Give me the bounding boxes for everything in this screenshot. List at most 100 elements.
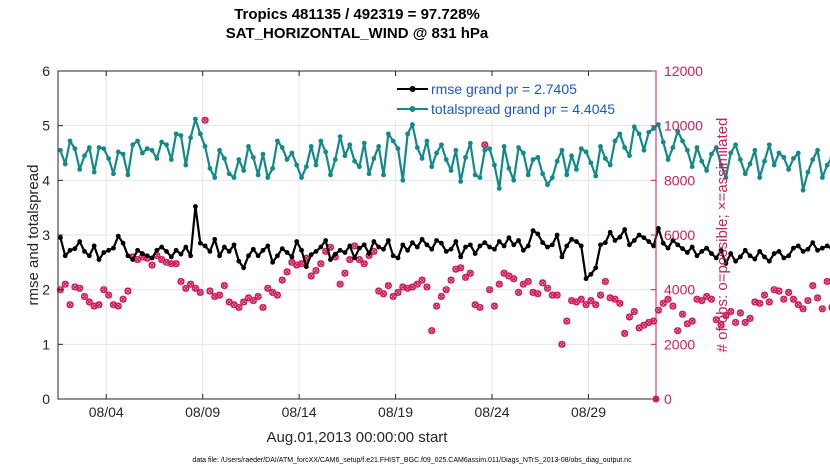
- y-tick-label: 1: [42, 336, 50, 352]
- rmse-point: [260, 247, 266, 253]
- totalspread-point: [453, 147, 459, 153]
- y-tick-label: 0: [42, 391, 50, 407]
- rmse-point: [265, 243, 271, 249]
- totalspread-point: [303, 164, 309, 170]
- obs-assimilated-marker: [235, 304, 242, 311]
- rmse-point: [501, 243, 507, 249]
- totalspread-point: [86, 145, 92, 150]
- totalspread-point: [800, 187, 806, 193]
- totalspread-point: [520, 150, 526, 156]
- totalspread-point: [241, 168, 247, 173]
- obs-assimilated-marker: [312, 267, 320, 274]
- obs-possible-marker: [148, 261, 156, 269]
- totalspread-point: [496, 186, 502, 191]
- obs-possible-marker: [317, 260, 325, 268]
- obs-possible-marker: [486, 286, 494, 294]
- obs-assimilated-marker: [621, 330, 628, 337]
- totalspread-point: [617, 131, 623, 137]
- x-tick-label: 08/24: [475, 404, 510, 420]
- rmse-point: [149, 255, 155, 261]
- obs-assimilated-marker: [804, 297, 812, 304]
- rmse-point: [173, 247, 179, 253]
- totalspread-point: [602, 156, 608, 161]
- totalspread-point: [111, 171, 116, 177]
- rmse-point: [226, 249, 232, 254]
- rmse-point: [337, 247, 343, 253]
- totalspread-point: [713, 145, 719, 150]
- obs-assimilated-marker: [346, 256, 353, 263]
- totalspread-point: [202, 144, 208, 149]
- totalspread-point: [395, 146, 401, 152]
- rmse-point: [723, 261, 729, 266]
- obs-assimilated-marker: [554, 292, 561, 299]
- rmse-point: [578, 243, 584, 249]
- rmse-point: [221, 244, 227, 250]
- totalspread-point: [159, 139, 165, 145]
- rmse-point: [130, 257, 136, 262]
- totalspread-point: [173, 131, 179, 137]
- rmse-point: [299, 247, 304, 253]
- obs-assimilated-marker: [611, 296, 619, 303]
- totalspread-point: [308, 144, 314, 149]
- obs-assimilated-marker: [766, 298, 773, 306]
- obs-assimilated-marker: [718, 322, 725, 329]
- totalspread-point: [487, 146, 493, 152]
- y-right-tick-label: 12000: [664, 63, 703, 79]
- rmse-point: [709, 251, 714, 256]
- totalspread-point: [443, 157, 449, 162]
- obs-assimilated-marker: [187, 281, 194, 288]
- obs-assimilated-marker: [293, 261, 300, 269]
- totalspread-point: [414, 145, 420, 150]
- legend-spread-marker: [409, 106, 416, 112]
- totalspread-point: [154, 156, 160, 161]
- totalspread-point: [680, 138, 685, 144]
- totalspread-point: [72, 146, 78, 152]
- totalspread-point: [434, 150, 439, 156]
- obs-assimilated-marker: [481, 141, 488, 148]
- totalspread-point: [323, 149, 329, 155]
- totalspread-point: [135, 138, 140, 144]
- rmse-point: [815, 247, 820, 253]
- totalspread-point: [641, 147, 647, 153]
- obs-assimilated-marker: [308, 272, 315, 280]
- totalspread-point: [776, 150, 782, 156]
- rmse-point: [91, 243, 97, 249]
- obs-assimilated-marker: [351, 242, 358, 250]
- obs-possible-marker: [785, 288, 793, 297]
- rmse-point: [776, 249, 782, 254]
- totalspread-point: [236, 157, 242, 162]
- totalspread-point: [506, 165, 512, 171]
- obs-assimilated-marker: [66, 301, 74, 308]
- rmse-point: [718, 247, 724, 253]
- obs-possible-marker: [592, 301, 600, 309]
- rmse-point: [139, 251, 145, 256]
- obs-possible-marker: [428, 327, 436, 335]
- totalspread-point: [246, 144, 251, 149]
- obs-possible-marker: [727, 307, 735, 316]
- obs-assimilated-marker: [447, 277, 455, 284]
- rmse-point: [511, 242, 517, 248]
- obs-possible-marker: [741, 318, 749, 327]
- rmse-point: [699, 249, 705, 254]
- obs-possible-marker: [616, 299, 624, 307]
- obs-assimilated-marker: [529, 289, 537, 296]
- obs-possible-marker: [418, 276, 426, 284]
- rmse-point: [231, 242, 237, 248]
- rmse-point: [385, 238, 391, 243]
- totalspread-point: [115, 149, 121, 155]
- obs-assimilated-marker: [423, 283, 431, 291]
- totalspread-point: [352, 158, 357, 164]
- totalspread-point: [361, 140, 367, 146]
- rmse-point: [733, 258, 738, 264]
- obs-possible-marker: [447, 276, 455, 284]
- obs-assimilated-marker: [380, 290, 387, 297]
- obs-assimilated-marker: [245, 294, 252, 301]
- rmse-point: [742, 247, 748, 253]
- rmse-point: [270, 259, 276, 265]
- rmse-point: [168, 254, 174, 260]
- rmse-point: [545, 244, 550, 250]
- rmse-point: [125, 253, 131, 259]
- totalspread-point: [593, 173, 599, 179]
- obs-assimilated-marker: [795, 301, 802, 308]
- obs-assimilated-marker: [737, 309, 744, 316]
